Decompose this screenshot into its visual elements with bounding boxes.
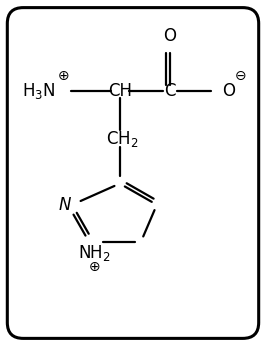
FancyBboxPatch shape	[7, 8, 259, 338]
Text: $\oplus$: $\oplus$	[88, 260, 101, 274]
Text: NH$_2$: NH$_2$	[78, 243, 111, 263]
Text: C: C	[164, 82, 176, 100]
Text: $\ominus$: $\ominus$	[234, 70, 246, 83]
Text: O: O	[164, 27, 177, 45]
Text: CH: CH	[108, 82, 132, 100]
Text: N: N	[59, 196, 71, 214]
Text: H$_3$N: H$_3$N	[22, 81, 55, 101]
Text: O: O	[222, 82, 235, 100]
Text: CH$_2$: CH$_2$	[106, 129, 138, 148]
Text: $\oplus$: $\oplus$	[57, 70, 70, 83]
